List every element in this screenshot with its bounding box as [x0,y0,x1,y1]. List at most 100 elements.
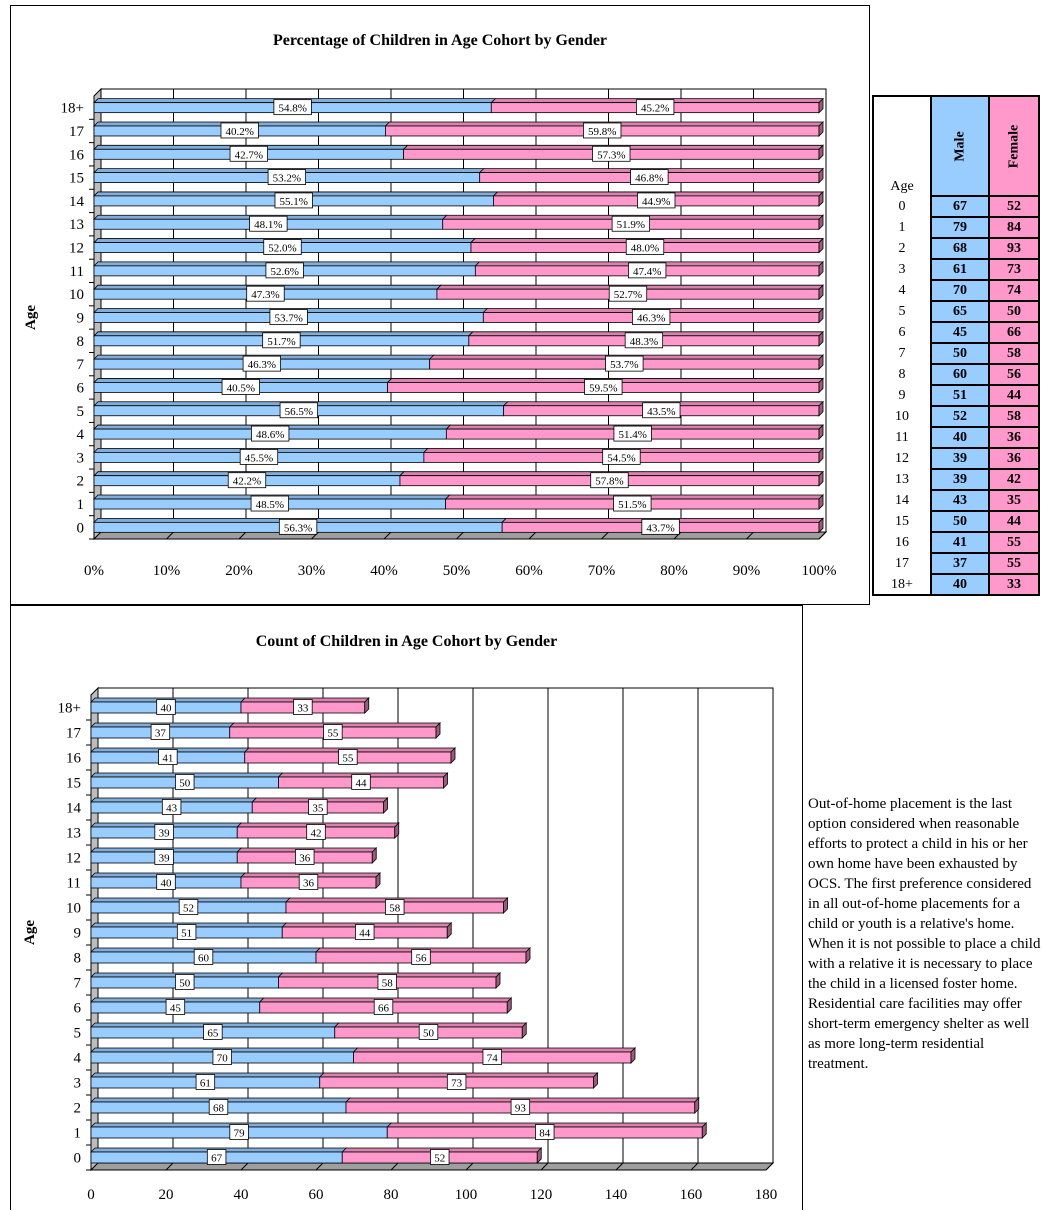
y-category-label: 8 [77,334,85,350]
data-label: 44 [359,928,371,940]
data-label-box [323,724,343,740]
table-row: 4 70 74 [872,279,1040,302]
data-label-box [229,1124,249,1140]
bar-end-face [371,847,377,864]
bar-end-face [818,494,824,510]
data-label: 70 [217,1053,229,1065]
table-female-cell: 55 [988,552,1040,575]
data-label-box [165,999,186,1015]
y-category-label: 9 [74,926,82,942]
table-row: 6 45 66 [872,321,1040,344]
data-label-box [613,425,652,442]
gridline-floor [673,531,682,540]
x-tick-label: 100% [802,563,837,579]
data-label-box [298,874,319,890]
table-male-cell: 67 [930,195,990,218]
data-label: 46.8% [635,173,663,185]
data-label: 59.5% [589,382,617,394]
data-label-box [510,1099,531,1115]
data-label-box [279,402,318,419]
table-male-cell: 40 [930,426,990,449]
data-label-box [239,448,279,465]
table-male-cell: 61 [930,258,990,281]
data-label-box [161,799,182,815]
data-label-box [641,518,680,535]
y-category-label: 18+ [58,701,81,717]
data-label: 48.1% [254,219,282,231]
data-label: 39 [159,828,171,840]
bar-end-face [818,400,824,417]
bar-end-face [818,517,824,534]
percent-chart-title: Percentage of Children in Age Cohort by … [272,32,608,49]
y-category-label: 0 [77,520,85,536]
gridline-floor [383,531,392,540]
data-label: 61 [200,1078,211,1090]
bar-end-face [525,947,531,964]
table-age-cell: 18+ [872,574,931,596]
x-tick-label: 140 [605,1187,628,1203]
data-label: 50 [179,978,191,990]
data-label: 57.3% [597,149,625,161]
data-label: 56.3% [284,522,312,534]
data-label: 57.8% [595,476,623,488]
data-label: 45 [170,1003,182,1015]
data-label: 35 [312,803,324,815]
y-category-label: 11 [67,876,81,892]
data-label-box [249,215,288,232]
data-label-box [251,425,290,442]
data-label-box [193,949,214,965]
data-label-box [278,518,318,535]
data-label: 52 [434,1153,445,1165]
data-label: 40.5% [227,382,255,394]
data-label: 43.7% [646,522,674,534]
table-male-cell: 40 [930,573,990,596]
y-category-label: 3 [74,1076,82,1092]
data-label-box [418,1024,439,1040]
count-chart-title: Count of Children in Age Cohort by Gende… [255,633,558,650]
data-label-box [229,145,268,162]
data-label: 56.5% [285,406,313,418]
data-label-box [642,402,681,419]
data-label-box [482,1049,502,1065]
bar-end-face [818,167,824,184]
data-label-box [637,192,676,209]
y-category-label: 16 [66,751,82,767]
data-label-box [203,1024,223,1040]
x-tick-label: 80% [660,563,688,579]
data-label: 40 [161,878,173,890]
data-label-box [227,472,267,489]
data-label: 44 [356,778,368,790]
data-label-box [602,448,641,465]
y-axis-title: Age [22,920,38,945]
data-label-box [338,749,358,765]
data-label-box [195,1074,216,1090]
data-label-box [308,799,328,815]
table-row: 5 65 50 [872,300,1040,323]
y-category-label: 7 [74,976,82,992]
y-category-label: 11 [70,264,84,280]
data-label-box [154,849,174,865]
bar-end-face [503,897,508,914]
table-header-row: Age Male Female [872,95,1040,197]
table-age-header: Age [872,95,931,196]
x-tick-label: 180 [755,1187,778,1203]
data-label-box [385,899,405,915]
y-category-label: 15 [66,776,81,792]
bar-end-face [694,1097,700,1114]
y-category-label: 18+ [61,101,84,117]
y-category-label: 12 [69,241,84,257]
data-label-box [611,215,651,232]
y-category-label: 15 [69,171,84,187]
bar-end-face [818,237,824,254]
data-label: 37 [155,728,167,740]
x-tick-label: 0 [87,1187,95,1203]
data-label: 43.5% [647,406,675,418]
bar-end-face [383,797,388,814]
data-label: 68 [213,1103,225,1115]
table-row: 8 60 56 [872,363,1040,386]
x-tick-label: 30% [298,563,326,579]
data-label: 36 [303,878,315,890]
table-male-cell: 70 [930,279,990,302]
table-row: 16 41 55 [872,531,1040,554]
data-label: 52.0% [268,243,296,255]
